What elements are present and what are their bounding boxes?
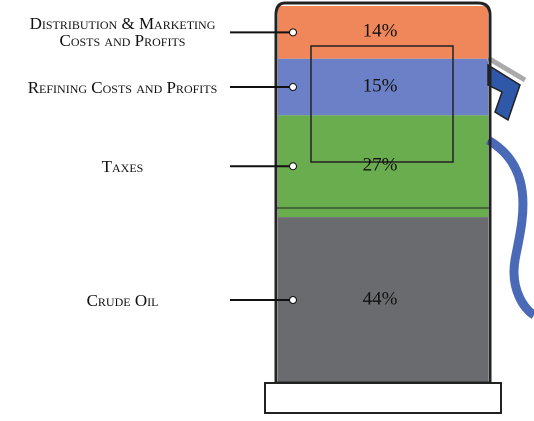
pump-base <box>264 382 502 414</box>
legend-entry: Crude Oil <box>86 290 159 310</box>
value-label: 14% <box>363 21 398 42</box>
legend-entry: Taxes <box>101 156 144 176</box>
legend-entry-box: Distribution & Marketing Costs and Profi… <box>29 14 216 51</box>
pump-segments <box>278 6 488 383</box>
value-label: 44% <box>363 288 398 309</box>
legend-entry: Refining Costs and Profits <box>27 77 218 97</box>
legend-entry-box: Taxes <box>101 156 144 176</box>
value-label: 15% <box>363 75 398 96</box>
segment <box>278 217 488 383</box>
leader-dot <box>289 296 297 305</box>
nozzle <box>487 63 521 122</box>
pump-window <box>310 45 454 163</box>
leader-dot <box>289 28 297 37</box>
legend-entry: Distribution & Marketing Costs and Profi… <box>29 14 216 51</box>
leader-dot <box>289 83 297 92</box>
leader-dot <box>289 162 297 171</box>
nozzle-holder <box>486 55 527 83</box>
legend-entry-box: Refining Costs and Profits <box>27 77 218 97</box>
value-label: 27% <box>363 155 398 176</box>
legend-entry-box: Crude Oil <box>86 290 159 310</box>
hose <box>485 136 534 319</box>
